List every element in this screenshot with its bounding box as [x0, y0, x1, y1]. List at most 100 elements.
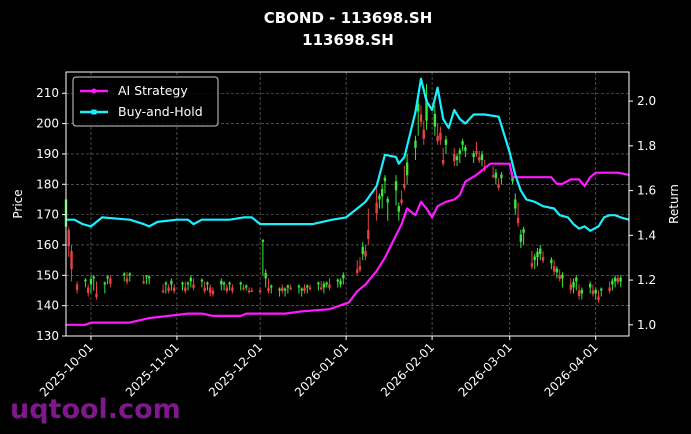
price-candle	[245, 284, 248, 291]
legend-box	[72, 76, 219, 127]
price-candle	[414, 135, 417, 160]
price-candle	[211, 287, 215, 297]
price-candle	[123, 272, 126, 282]
price-candle	[222, 281, 226, 291]
price-candle	[92, 275, 95, 291]
price-candle	[220, 278, 223, 291]
price-candle	[319, 281, 323, 291]
price-candle	[472, 150, 475, 164]
price-candle	[616, 275, 620, 285]
price-candle	[281, 284, 284, 294]
right-tick-label: 1.8	[637, 139, 656, 153]
price-candle	[575, 275, 578, 291]
price-candle	[225, 284, 229, 294]
price-candle	[611, 278, 614, 291]
price-candle	[475, 141, 478, 157]
price-candle	[533, 254, 536, 270]
price-candle	[170, 278, 173, 291]
price-candle	[378, 193, 381, 209]
price-candle	[200, 278, 204, 288]
price-candle	[569, 278, 572, 294]
chart-title: CBOND - 113698.SH	[264, 9, 433, 27]
price-candle	[86, 284, 90, 297]
price-candle	[231, 284, 234, 294]
price-candle	[356, 260, 359, 276]
price-candle	[455, 153, 459, 167]
price-candle	[497, 178, 500, 191]
price-candle	[422, 120, 425, 145]
price-candle	[519, 229, 523, 248]
price-candle	[478, 150, 481, 164]
price-candle	[530, 251, 534, 270]
price-candle	[555, 266, 559, 279]
price-candle	[397, 202, 401, 221]
price-candle	[561, 272, 564, 288]
price-candle	[106, 275, 109, 285]
price-candle	[145, 275, 148, 285]
left-tick-label: 190	[36, 147, 59, 161]
right-axis-label: Return	[667, 184, 681, 224]
price-candle	[516, 202, 520, 227]
price-candle	[588, 281, 592, 294]
price-candle	[594, 287, 597, 300]
price-candle	[491, 166, 495, 179]
price-candle	[306, 284, 309, 294]
price-candle	[300, 287, 303, 297]
left-tick-label: 210	[36, 86, 59, 100]
price-candle	[541, 251, 545, 264]
price-candle	[250, 287, 254, 292]
price-candle	[75, 281, 79, 294]
price-candle	[361, 241, 364, 261]
price-candle	[572, 278, 575, 294]
price-candle	[464, 144, 467, 157]
price-candle	[419, 105, 423, 127]
right-tick-label: 1.4	[637, 228, 656, 242]
price-candle	[417, 99, 420, 136]
left-tick-label: 180	[36, 177, 59, 191]
price-candle	[317, 281, 320, 291]
right-tick-label: 2.0	[637, 94, 656, 108]
price-candle	[394, 175, 398, 206]
price-candle	[613, 275, 617, 288]
price-candle	[189, 275, 193, 288]
price-candle	[286, 284, 290, 294]
price-candle	[536, 248, 539, 267]
price-candle	[181, 281, 184, 291]
price-candle	[383, 175, 387, 194]
price-candle	[258, 287, 262, 294]
price-candle	[228, 281, 231, 291]
price-candle	[597, 290, 600, 303]
price-candle	[539, 244, 542, 261]
legend-buy-and-hold-marker	[91, 109, 97, 115]
price-candle	[453, 147, 456, 167]
price-candle	[600, 287, 603, 297]
price-candle	[328, 278, 331, 291]
price-candle	[358, 257, 362, 273]
price-candle	[425, 84, 428, 130]
price-candle	[184, 281, 187, 294]
price-candle	[480, 150, 484, 167]
price-candle	[303, 284, 306, 294]
price-candle	[283, 287, 287, 297]
price-candle	[142, 275, 145, 285]
price-candle	[148, 275, 151, 285]
plot-frame	[65, 71, 630, 337]
chart-subtitle: 113698.SH	[302, 31, 394, 49]
left-tick-label: 170	[36, 208, 59, 222]
price-candle	[67, 226, 70, 258]
left-tick-label: 140	[36, 299, 59, 313]
legend-buy-and-hold-label: Buy-and-Hold	[118, 104, 203, 119]
price-candle	[591, 284, 595, 297]
watermark: uqtool.com	[10, 394, 181, 425]
price-candle	[186, 281, 190, 291]
price-candle	[380, 184, 384, 209]
price-candle	[325, 281, 328, 288]
price-candle	[436, 123, 439, 145]
price-candle	[494, 169, 498, 185]
legend-ai-strategy-marker	[91, 88, 97, 94]
price-candle	[125, 272, 129, 285]
price-candle	[577, 284, 581, 300]
price-candle	[608, 281, 611, 294]
right-tick-label: 1.0	[637, 318, 656, 332]
price-candle	[367, 208, 370, 245]
